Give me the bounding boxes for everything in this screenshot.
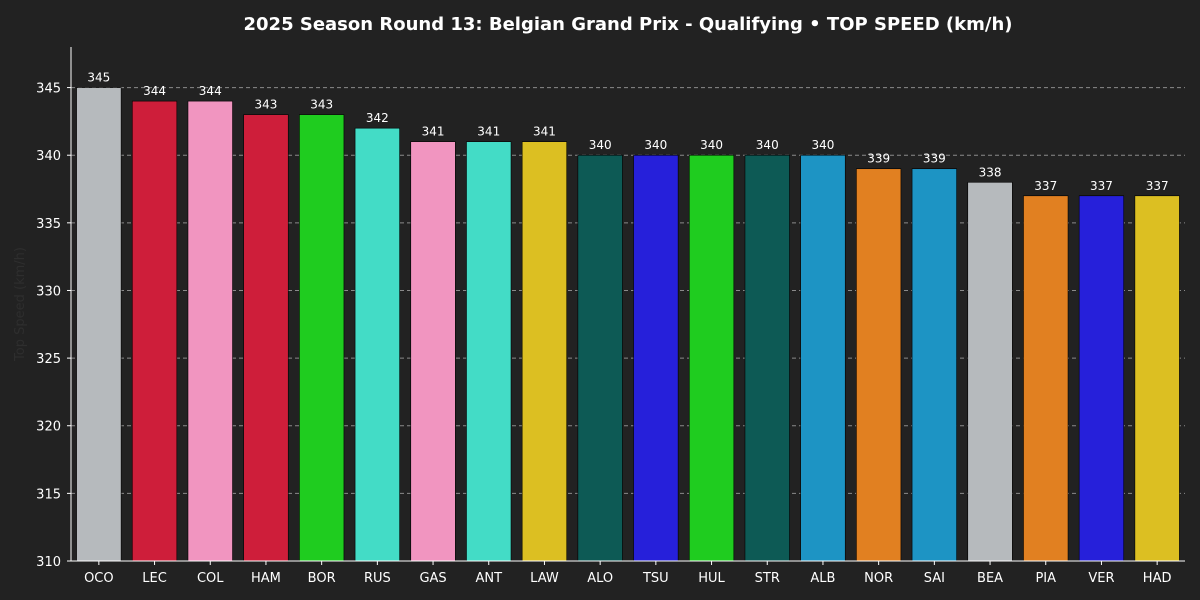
x-tick-label: ALO <box>587 571 613 586</box>
x-tick-label: NOR <box>864 571 893 586</box>
bar-law <box>521 141 568 562</box>
value-label: 345 <box>87 71 110 85</box>
value-label: 337 <box>1090 179 1113 193</box>
bar-rus <box>354 127 400 562</box>
x-tick-label: HAM <box>251 571 281 586</box>
y-tick-label: 320 <box>36 420 61 435</box>
value-label: 337 <box>1034 179 1057 193</box>
bars <box>76 87 1180 562</box>
x-tick-label: ANT <box>475 571 502 586</box>
x-tick-label: BOR <box>308 571 336 586</box>
y-tick-label: 315 <box>36 487 61 502</box>
x-tick-label: GAS <box>419 571 446 586</box>
axes: 310 315 320 325 330 335 340 345 OCO LEC COL HAM BOR R… <box>36 47 1185 586</box>
y-tick-label: 330 <box>36 284 61 299</box>
value-labels: 345 344 344 343 343 342 341 341 341 340 340 340 340 3… <box>87 71 1168 193</box>
x-tick-label: COL <box>197 571 224 586</box>
value-label: 343 <box>254 98 277 112</box>
bar-sai <box>911 168 957 562</box>
bar-bea <box>967 181 1013 562</box>
bar-oco <box>76 87 122 562</box>
x-tick-label: BEA <box>977 571 1003 586</box>
value-label: 344 <box>143 84 166 98</box>
y-tick-label: 310 <box>36 555 61 570</box>
x-tick-label: ALB <box>810 571 835 586</box>
value-label: 340 <box>644 138 667 152</box>
x-tick-label: LEC <box>142 571 167 586</box>
bar-bor <box>299 114 345 562</box>
y-tick-label: 345 <box>36 82 61 97</box>
value-label: 344 <box>199 84 222 98</box>
x-tick-label: OCO <box>84 571 114 586</box>
bar-pia <box>1023 195 1069 562</box>
value-label: 340 <box>756 138 779 152</box>
bar-alo <box>577 154 623 562</box>
value-label: 341 <box>533 125 556 139</box>
x-tick-label: SAI <box>924 571 945 586</box>
bar-tsu <box>633 154 679 562</box>
x-tick-label: PIA <box>1035 571 1056 586</box>
chart-title: 2025 Season Round 13: Belgian Grand Prix… <box>244 14 1013 35</box>
x-tick-label: LAW <box>530 571 559 586</box>
x-tick-label: HAD <box>1143 571 1172 586</box>
x-tick-label: RUS <box>364 571 391 586</box>
bar-col <box>187 100 233 562</box>
value-label: 337 <box>1146 179 1169 193</box>
value-label: 339 <box>923 152 946 166</box>
y-axis-label: Top Speed (km/h) <box>13 247 28 362</box>
bar-str <box>744 154 790 562</box>
y-tick-label: 340 <box>36 149 61 164</box>
value-label: 341 <box>422 125 445 139</box>
bar-nor <box>856 168 902 562</box>
grid-lines <box>71 87 1185 494</box>
x-tick-label: VER <box>1088 571 1114 586</box>
bar-alb <box>800 154 846 562</box>
bar-hul <box>688 154 735 562</box>
bar-ham <box>243 114 289 562</box>
bar-had <box>1134 195 1180 562</box>
bar-gas <box>410 141 456 562</box>
x-tick-label: TSU <box>642 571 669 586</box>
bar-ver <box>1078 195 1125 562</box>
bar-lec <box>131 100 178 562</box>
y-tick-label: 335 <box>36 217 61 232</box>
x-tick-label: STR <box>755 571 780 586</box>
y-tick-label: 325 <box>36 352 61 367</box>
value-label: 342 <box>366 111 389 125</box>
value-label: 339 <box>867 152 890 166</box>
value-label: 338 <box>979 165 1002 179</box>
value-label: 340 <box>700 138 723 152</box>
value-label: 340 <box>811 138 834 152</box>
value-label: 340 <box>589 138 612 152</box>
value-label: 343 <box>310 98 333 112</box>
x-tick-label: HUL <box>698 571 725 586</box>
value-label: 341 <box>477 125 500 139</box>
bar-ant <box>466 141 512 562</box>
